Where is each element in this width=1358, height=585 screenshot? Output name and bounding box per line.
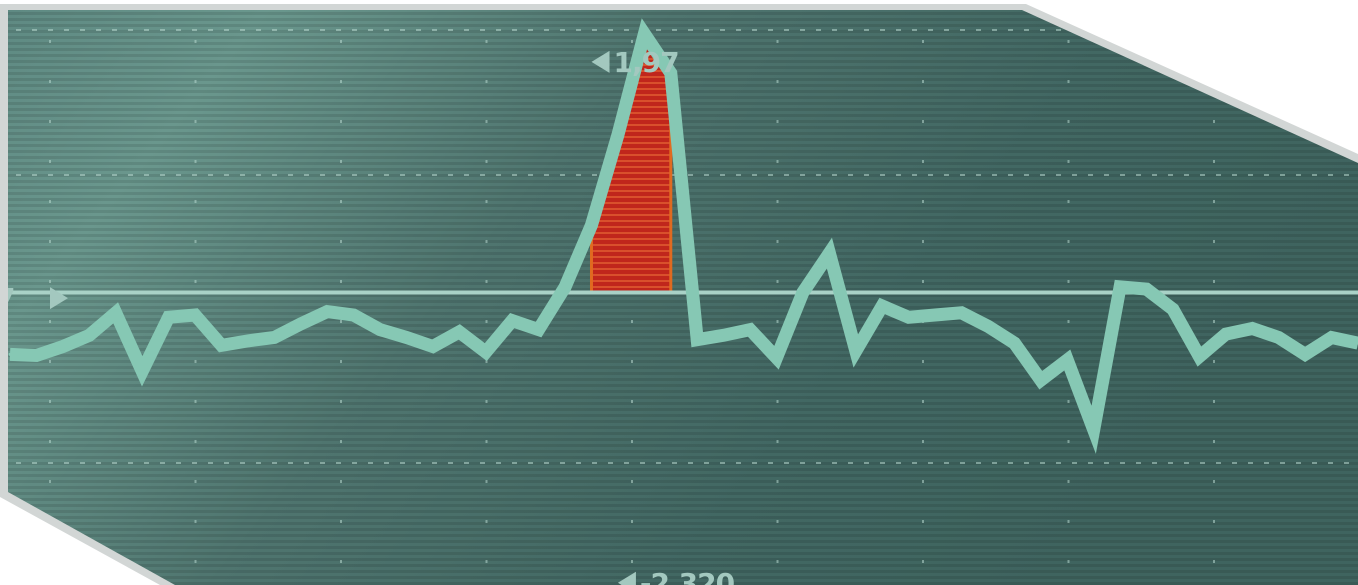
arrow-left-icon <box>591 50 610 73</box>
data-point <box>960 311 964 315</box>
annotation-trough: -2,320 <box>617 567 736 585</box>
data-point <box>1065 358 1069 362</box>
data-point <box>642 32 646 36</box>
arrow-left-icon <box>617 571 636 585</box>
data-point <box>1118 285 1122 289</box>
data-point <box>1330 336 1334 339</box>
data-point <box>34 354 38 357</box>
data-point <box>167 315 171 319</box>
data-point <box>1145 287 1149 291</box>
annotation-label: 1,97 <box>613 46 678 79</box>
data-point <box>325 310 329 314</box>
annotation-label: 7 <box>0 282 14 315</box>
annotation-peak: 1,97 <box>591 46 680 79</box>
data-point <box>880 304 884 308</box>
series-layer <box>8 18 1358 454</box>
data-point <box>484 350 488 354</box>
data-point <box>378 328 382 332</box>
data-point <box>1092 428 1096 432</box>
arrow-right-icon <box>50 287 68 310</box>
data-point <box>1224 332 1228 336</box>
data-point <box>722 333 726 337</box>
data-point <box>8 352 12 356</box>
data-point <box>537 328 541 332</box>
annotation-layer: 1,97 -2,320 7 <box>0 46 736 585</box>
series-line <box>9 18 1358 454</box>
data-point <box>193 313 197 317</box>
data-point <box>299 322 303 326</box>
data-point <box>246 339 250 343</box>
data-point <box>272 336 276 339</box>
data-point <box>563 285 567 289</box>
data-point <box>907 315 911 319</box>
data-point <box>669 71 673 75</box>
data-point <box>827 251 831 255</box>
annotation-label: -2,320 <box>640 567 735 585</box>
data-point <box>404 336 408 339</box>
data-point <box>431 345 435 348</box>
data-point <box>1356 341 1358 345</box>
data-point <box>1039 378 1043 382</box>
data-point <box>775 356 779 360</box>
data-point <box>1171 307 1175 311</box>
data-point <box>457 330 461 334</box>
data-point <box>1197 355 1201 359</box>
annotation-left-edge: 7 <box>0 282 68 315</box>
data-point <box>1277 336 1281 339</box>
data-point <box>986 324 990 328</box>
data-point <box>87 333 91 337</box>
data-point <box>140 369 144 373</box>
data-point <box>1250 327 1254 330</box>
data-point <box>61 345 65 348</box>
data-point <box>510 319 514 323</box>
data-point <box>219 343 223 347</box>
data-point <box>1303 352 1307 356</box>
data-point <box>933 313 937 317</box>
data-point <box>854 349 858 353</box>
data-point <box>801 291 805 294</box>
data-point <box>748 328 752 332</box>
data-point <box>616 133 620 137</box>
data-point <box>114 311 118 315</box>
data-point <box>1012 341 1016 345</box>
data-point <box>695 338 699 342</box>
data-point <box>352 313 356 317</box>
data-point <box>589 223 593 227</box>
